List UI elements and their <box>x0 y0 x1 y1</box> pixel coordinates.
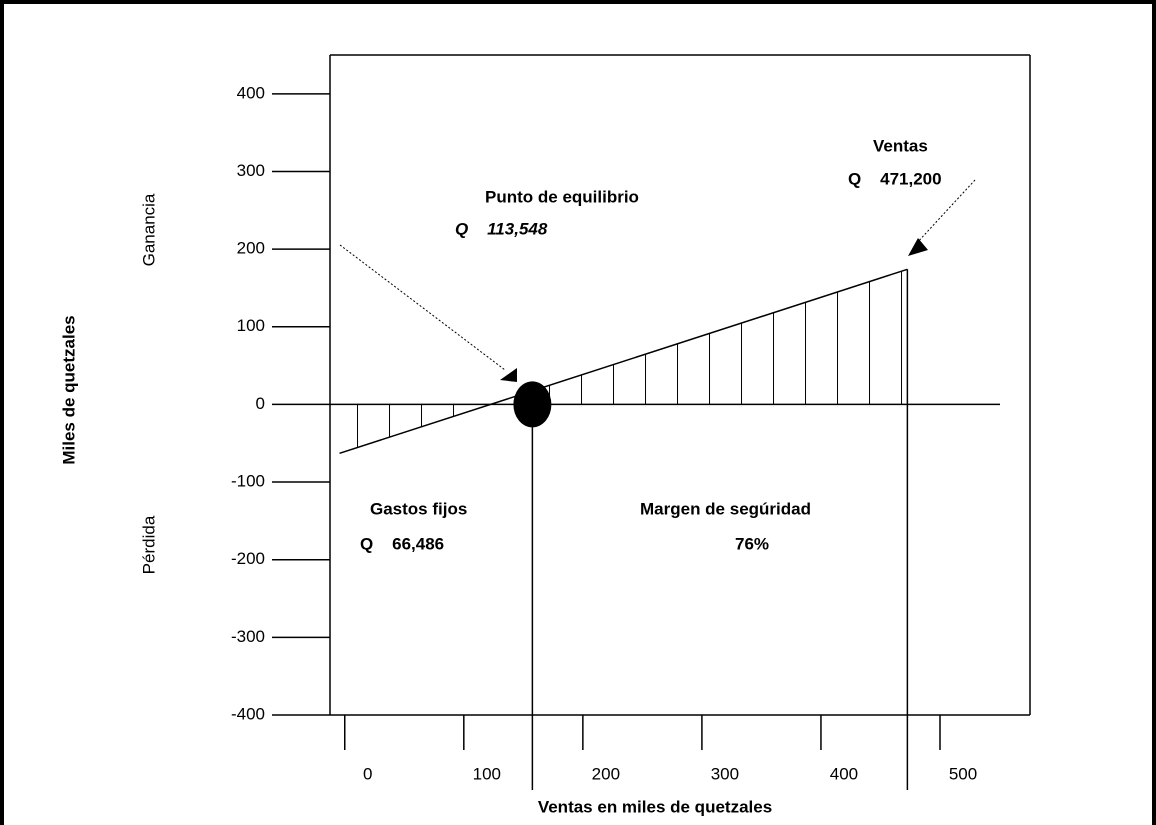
y-axis-label: Miles de quetzales <box>59 315 78 464</box>
y-tick-label: -200 <box>231 549 265 568</box>
y-tick-label: 100 <box>237 316 265 335</box>
x-tick-label: 500 <box>949 764 977 783</box>
y-tick-label: -100 <box>231 472 265 491</box>
annotation: Punto de equilibrio <box>485 187 639 206</box>
annotation: Margen de segúridad <box>640 499 811 518</box>
plot-frame <box>329 54 1031 716</box>
x-tick-label: 300 <box>711 764 739 783</box>
profit-line <box>339 268 908 455</box>
x-axis-label: Ventas en miles de quetzales <box>538 797 772 816</box>
region-label: Pérdida <box>139 515 158 574</box>
break-even-point <box>513 381 552 428</box>
x-tick-label: 100 <box>473 764 501 783</box>
y-tick-label: -300 <box>231 627 265 646</box>
annotation: Gastos fijos <box>370 499 467 518</box>
y-tick-label: 400 <box>237 83 265 102</box>
annotation: 76% <box>735 534 769 553</box>
x-tick-label: 200 <box>592 764 620 783</box>
annotation: Q 471,200 <box>848 169 942 188</box>
region-label: Ganancia <box>139 193 158 266</box>
y-tick-label: -400 <box>231 704 265 723</box>
annotation: Q 66,486 <box>360 534 444 553</box>
arrows <box>339 179 976 382</box>
annotation: Ventas <box>873 136 928 155</box>
annotation: Q 113,548 <box>455 219 548 238</box>
x-tick-label: 400 <box>830 764 858 783</box>
y-tick-label: 0 <box>256 394 265 413</box>
x-tick-label: 0 <box>363 764 372 783</box>
y-tick-label: 200 <box>237 239 265 258</box>
y-tick-label: 300 <box>237 161 265 180</box>
